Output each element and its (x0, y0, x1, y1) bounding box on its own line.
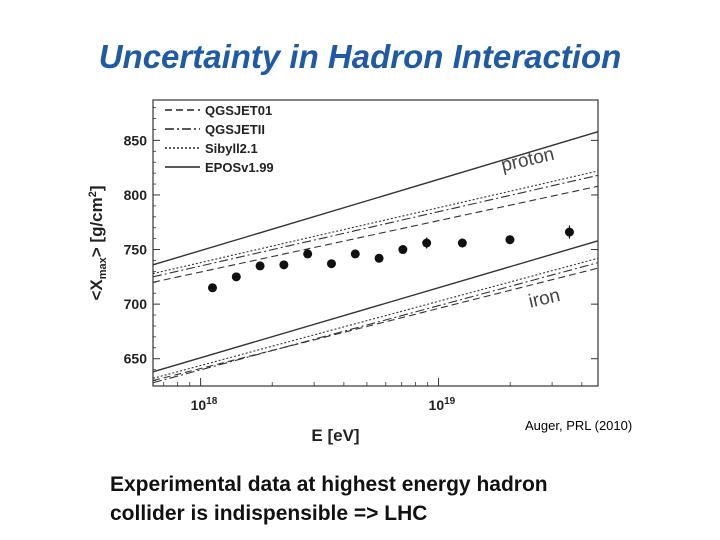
x-tick-label-exp: 19 (444, 396, 456, 407)
citation-caption: Auger, PRL (2010) (525, 418, 633, 433)
series-line-iron-eposv199 (152, 240, 599, 373)
series-line-proton-qgsjet01 (152, 185, 599, 283)
legend-label: Sibyll2.1 (205, 141, 258, 156)
y-axis-label-part: ] (87, 185, 106, 191)
x-tick-label-exp: 18 (206, 396, 218, 407)
data-point (374, 253, 384, 263)
data-point (207, 283, 217, 293)
y-axis-label: <Xmax> [g/cm2] (87, 185, 109, 300)
y-tick-label: 700 (124, 296, 148, 312)
x-axis-label: E [eV] (311, 426, 359, 445)
y-axis-label-part: 2 (87, 191, 99, 197)
annotation-proton: proton (499, 144, 556, 177)
data-point (326, 259, 336, 269)
conclusion-text: Experimental data at highest energy hadr… (110, 470, 670, 528)
data-point (457, 238, 467, 248)
series-line-iron-qgsjet01 (152, 267, 599, 382)
data-point (398, 245, 408, 255)
plot-frame (152, 99, 599, 387)
data-point (255, 261, 265, 271)
y-tick-label: 850 (124, 132, 148, 148)
conclusion-line-1: Experimental data at highest energy hadr… (110, 473, 548, 496)
slide-title: Uncertainty in Hadron Interaction (98, 38, 622, 75)
x-tick-label: 1018 (191, 396, 218, 413)
conclusion-line-2: collider is indispensible => LHC (110, 502, 428, 525)
series-line-proton-eposv199 (152, 130, 599, 266)
data-point (564, 227, 574, 237)
y-tick-label: 800 (124, 187, 148, 203)
x-tick-label-base: 10 (429, 397, 445, 413)
series-line-proton-qgsjetii (152, 174, 599, 278)
data-point (231, 272, 241, 282)
y-axis-label-part: max (97, 256, 109, 279)
annotation-iron: iron (527, 285, 563, 313)
x-tick-label-base: 10 (191, 397, 207, 413)
legend-label: QGSJET01 (205, 103, 272, 118)
legend-label: EPOSv1.99 (205, 160, 274, 175)
x-tick-label: 1019 (429, 396, 456, 413)
y-tick-label: 650 (124, 351, 148, 367)
series-line-iron-sibyll21 (152, 257, 599, 379)
data-point (350, 249, 360, 259)
legend-label: QGSJETII (205, 122, 265, 137)
y-tick-label: 750 (124, 242, 148, 258)
series-line-proton-sibyll21 (152, 170, 599, 275)
data-point (422, 238, 432, 248)
series-line-iron-qgsjetii (152, 262, 599, 384)
data-point (279, 260, 289, 270)
y-axis-label-part: <X (87, 279, 106, 301)
data-point (505, 235, 515, 245)
data-point (303, 249, 313, 259)
y-axis-label-part: > [g/cm (87, 197, 106, 257)
